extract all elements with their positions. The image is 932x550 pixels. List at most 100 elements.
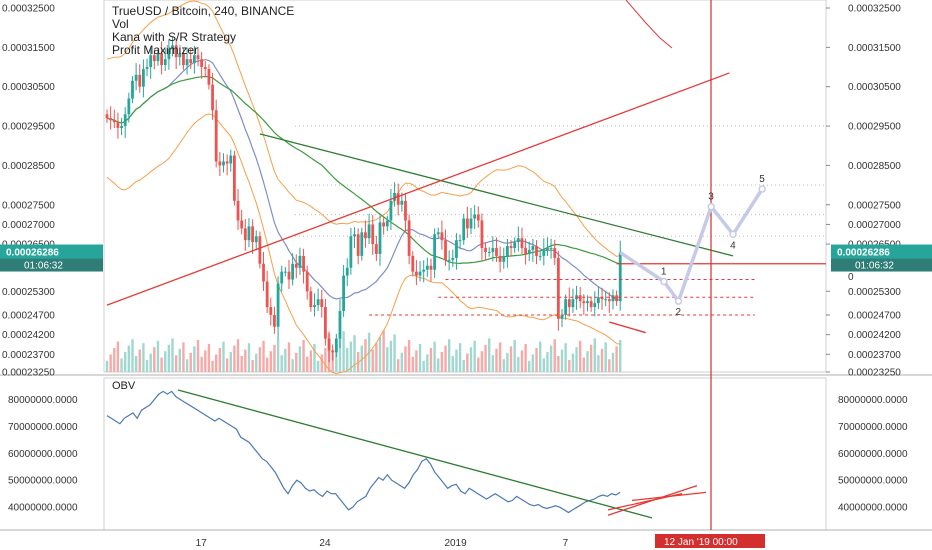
volume-bar <box>288 342 290 372</box>
candle-body <box>379 222 382 253</box>
volume-bar <box>473 341 475 372</box>
obv-tick-left: 40000000.0000 <box>8 503 78 514</box>
volume-bar <box>619 340 621 372</box>
volume-bar <box>215 354 217 372</box>
projection-point <box>675 298 681 304</box>
candle-body <box>277 283 280 326</box>
volume-bar <box>430 348 432 372</box>
projection-label-2: 2 <box>675 307 681 318</box>
candle-body <box>542 250 545 256</box>
chart-legend: TrueUSD / Bitcoin, 240, BINANCE Vol Kana… <box>112 5 294 57</box>
volume-bar <box>597 355 599 372</box>
candle-body <box>335 339 338 353</box>
candle-body <box>390 201 393 221</box>
volume-bar <box>448 339 450 372</box>
candle-body <box>419 272 422 276</box>
volume-bar <box>179 349 181 372</box>
projection-label-3: 3 <box>708 192 714 203</box>
obv-tick-left: 80000000.0000 <box>8 395 78 406</box>
volume-bar <box>412 357 414 372</box>
volume-bar <box>117 342 119 372</box>
candle-body <box>608 299 611 301</box>
candle-body <box>146 67 149 69</box>
candle-body <box>619 253 622 302</box>
candle-body <box>269 307 272 315</box>
candle-body <box>484 248 487 252</box>
volume-bar <box>455 350 457 372</box>
volume-bar <box>568 360 570 372</box>
volume-bar <box>583 358 585 372</box>
candle-body <box>189 59 192 63</box>
candle-body <box>357 234 360 256</box>
last-price-text-right: 0.00026286 <box>837 248 890 259</box>
volume-bar <box>557 356 559 372</box>
candle-body <box>586 301 589 303</box>
obv-tick-right: 80000000.0000 <box>838 395 908 406</box>
candle-body <box>135 75 138 81</box>
candle-body <box>339 311 342 339</box>
candle-body <box>481 220 484 248</box>
candle-body <box>284 272 287 273</box>
price-tick-right: 0.00027000 <box>848 220 901 231</box>
volume-bar <box>615 346 617 372</box>
candle-body <box>200 59 203 67</box>
volume-bar <box>532 354 534 372</box>
obv-tick-left: 50000000.0000 <box>8 476 78 487</box>
volume-bar <box>208 344 210 372</box>
candle-body <box>109 118 112 120</box>
volume-bar <box>481 351 483 372</box>
volume-bar <box>372 350 374 372</box>
volume-bar <box>277 338 279 372</box>
volume-bar <box>204 350 206 372</box>
price-tick-right: 0.00031500 <box>848 43 901 54</box>
volume-bar <box>594 338 596 372</box>
candle-body <box>561 315 564 319</box>
candle-body <box>258 236 261 264</box>
volume-bar <box>452 356 454 372</box>
candle-body <box>320 299 323 307</box>
volume-bar <box>171 338 173 372</box>
volume-bar <box>233 346 235 372</box>
volume-bar <box>237 339 239 372</box>
volume-bar <box>313 344 315 372</box>
volume-bar <box>612 353 614 372</box>
volume-bar <box>211 361 213 372</box>
volume-bar <box>346 348 348 372</box>
candle-body <box>229 156 232 164</box>
volume-bar <box>517 357 519 372</box>
obv-tick-left: 70000000.0000 <box>8 422 78 433</box>
candle-body <box>295 264 298 268</box>
price-tick-left: 0.00027000 <box>2 220 55 231</box>
candle-body <box>506 246 509 256</box>
volume-bar <box>554 339 556 372</box>
candle-body <box>448 260 451 261</box>
candle-body <box>342 276 345 311</box>
price-tick-right: 0.00028500 <box>848 161 901 172</box>
candle-body <box>164 59 167 65</box>
candle-body <box>524 248 527 254</box>
volume-bar <box>459 343 461 372</box>
obv-pane <box>104 378 826 530</box>
volume-bar <box>324 348 326 372</box>
price-tick-left: 0.00024200 <box>2 330 55 341</box>
last-price-text-left: 0.00026286 <box>6 248 59 259</box>
projection-point <box>661 278 667 284</box>
time-tick: 2019 <box>444 538 467 549</box>
volume-bar <box>244 350 246 372</box>
candle-body <box>360 232 363 256</box>
candle-body <box>408 220 411 255</box>
candle-body <box>186 59 189 65</box>
volume-bar <box>575 347 577 372</box>
time-tick: 17 <box>196 538 208 549</box>
candle-body <box>426 266 429 270</box>
volume-bar <box>353 335 355 372</box>
volume-bar <box>463 360 465 372</box>
volume-bar <box>284 349 286 372</box>
volume-bar <box>521 350 523 372</box>
volume-bar <box>186 359 188 372</box>
volume-bar <box>146 360 148 372</box>
volume-bar <box>219 348 221 372</box>
candle-body <box>473 215 476 219</box>
volume-bar <box>135 356 137 372</box>
